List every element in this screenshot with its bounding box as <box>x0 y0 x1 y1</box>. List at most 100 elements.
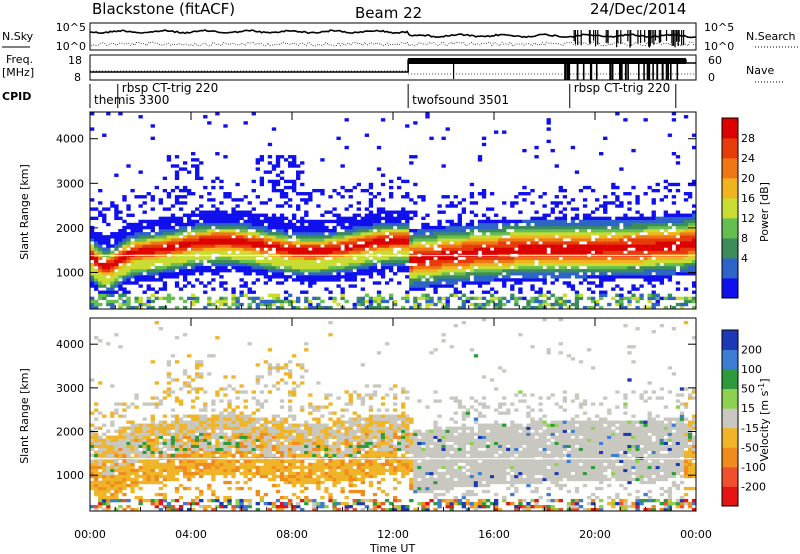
heatmap-cell <box>147 442 151 445</box>
heatmap-cell <box>353 214 357 217</box>
heatmap-cell <box>280 189 284 192</box>
heatmap-cell <box>684 217 688 220</box>
heatmap-cell <box>417 275 421 278</box>
heatmap-cell <box>579 232 583 235</box>
heatmap-cell <box>284 241 288 244</box>
heatmap-cell <box>134 278 138 281</box>
heatmap-cell <box>567 247 571 250</box>
heatmap-cell <box>171 499 175 502</box>
heatmap-cell <box>195 297 199 300</box>
heatmap-cell <box>684 220 688 223</box>
heatmap-cell <box>336 269 340 272</box>
heatmap-cell <box>211 475 215 478</box>
heatmap-cell <box>381 275 385 278</box>
heatmap-cell <box>239 291 243 294</box>
heatmap-cell <box>248 220 252 223</box>
heatmap-cell <box>425 257 429 260</box>
heatmap-cell <box>639 220 643 223</box>
heatmap-cell <box>664 220 668 223</box>
heatmap-cell <box>130 235 134 238</box>
heatmap-cell <box>482 229 486 232</box>
heatmap-cell <box>652 278 656 281</box>
heatmap-cell <box>187 445 191 448</box>
heatmap-cell <box>147 475 151 478</box>
heatmap-cell <box>114 478 118 481</box>
heatmap-cell <box>381 174 385 177</box>
heatmap-cell <box>199 241 203 244</box>
heatmap-cell <box>385 244 389 247</box>
heatmap-cell <box>264 241 268 244</box>
heatmap-cell <box>203 472 207 475</box>
heatmap-cell <box>219 275 223 278</box>
heatmap-cell <box>248 257 252 260</box>
heatmap-cell <box>538 269 542 272</box>
heatmap-cell <box>615 220 619 223</box>
heatmap-cell <box>660 226 664 229</box>
heatmap-cell <box>336 223 340 226</box>
heatmap-cell <box>179 466 183 469</box>
heatmap-cell <box>542 263 546 266</box>
heatmap-cell <box>147 469 151 472</box>
heatmap-cell <box>458 226 462 229</box>
heatmap-cell <box>239 454 243 457</box>
heatmap-cell <box>437 235 441 238</box>
heatmap-cell <box>345 220 349 223</box>
heatmap-cell <box>179 436 183 439</box>
heatmap-cell <box>349 235 353 238</box>
heatmap-cell <box>179 189 183 192</box>
heatmap-cell <box>522 226 526 229</box>
heatmap-cell <box>134 266 138 269</box>
heatmap-cell <box>122 229 126 232</box>
heatmap-cell <box>643 241 647 244</box>
heatmap-cell <box>373 247 377 250</box>
heatmap-cell <box>248 342 252 345</box>
heatmap-cell <box>223 499 227 502</box>
heatmap-cell <box>567 201 571 204</box>
heatmap-cell <box>203 235 207 238</box>
heatmap-cell <box>534 223 538 226</box>
heatmap-cell <box>248 238 252 241</box>
heatmap-cell <box>231 433 235 436</box>
heatmap-cell <box>611 275 615 278</box>
heatmap-cell <box>664 235 668 238</box>
heatmap-cell <box>264 281 268 284</box>
heatmap-cell <box>482 235 486 238</box>
heatmap-cell <box>599 223 603 226</box>
heatmap-cell <box>231 232 235 235</box>
heatmap-cell <box>506 251 510 254</box>
heatmap-cell <box>223 418 227 421</box>
heatmap-cell <box>296 300 300 303</box>
heatmap-cell <box>300 260 304 263</box>
heatmap-cell <box>571 284 575 287</box>
heatmap-cell <box>656 189 660 192</box>
heatmap-cell <box>256 195 260 198</box>
heatmap-cell <box>191 241 195 244</box>
heatmap-cell <box>324 287 328 290</box>
heatmap-cell <box>118 294 122 297</box>
heatmap-cell <box>555 241 559 244</box>
heatmap-cell <box>409 161 413 164</box>
heatmap-cell <box>122 244 126 247</box>
heatmap-cell <box>643 266 647 269</box>
heatmap-cell <box>591 189 595 192</box>
heatmap-cell <box>159 198 163 201</box>
heatmap-cell <box>143 439 147 442</box>
heatmap-cell <box>506 300 510 303</box>
heatmap-cell <box>147 284 151 287</box>
heatmap-cell <box>167 238 171 241</box>
heatmap-cell <box>244 505 248 508</box>
heatmap-cell <box>595 226 599 229</box>
heatmap-cell <box>126 472 130 475</box>
heatmap-cell <box>260 427 264 430</box>
heatmap-cell <box>478 226 482 229</box>
heatmap-cell <box>494 223 498 226</box>
heatmap-cell <box>615 112 619 115</box>
heatmap-cell <box>284 263 288 266</box>
heatmap-cell <box>559 297 563 300</box>
heatmap-cell <box>155 502 159 505</box>
heatmap-cell <box>183 381 187 384</box>
heatmap-cell <box>171 244 175 247</box>
heatmap-cell <box>648 272 652 275</box>
heatmap-cell <box>244 223 248 226</box>
heatmap-cell <box>94 241 98 244</box>
